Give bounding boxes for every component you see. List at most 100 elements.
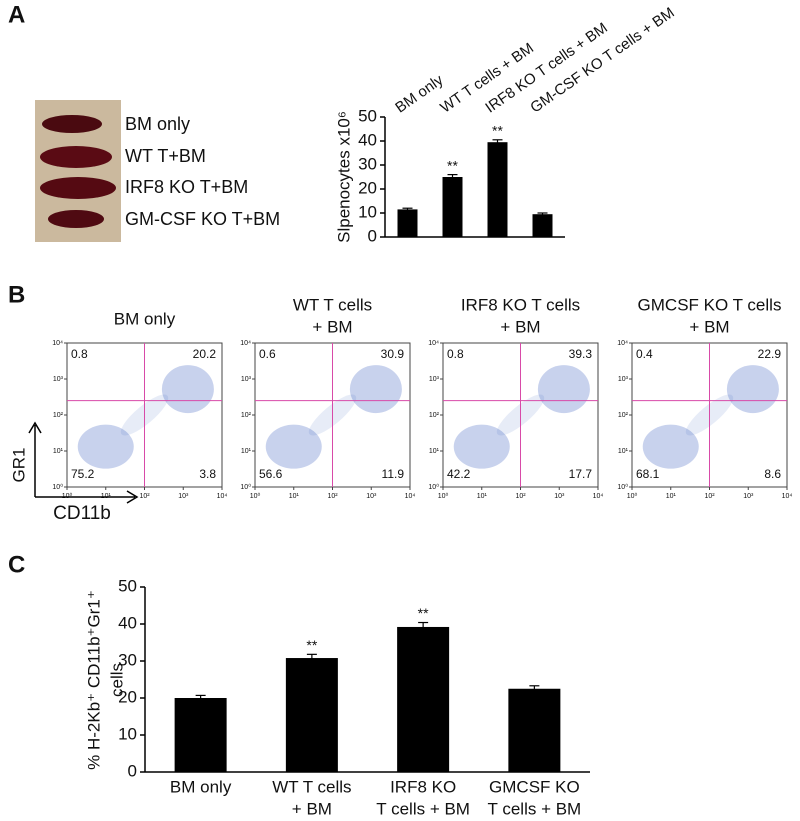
quadrant-percent: 22.9 bbox=[758, 347, 782, 361]
spleen bbox=[40, 177, 116, 199]
quadrant-percent: 17.7 bbox=[569, 467, 593, 481]
x-tick-label: BM only bbox=[170, 777, 232, 796]
error-bar bbox=[418, 621, 429, 632]
cell-cloud bbox=[349, 365, 402, 414]
cell-cloud bbox=[726, 365, 779, 414]
y-tick-label: 10⁴ bbox=[617, 340, 628, 347]
cell-cloud bbox=[537, 365, 590, 414]
x-tick-label: 10⁴ bbox=[593, 493, 604, 500]
x-axis-label: CD11b bbox=[53, 503, 111, 524]
spleen-photo bbox=[35, 100, 121, 242]
quadrant-percent: 68.1 bbox=[636, 467, 660, 481]
x-tick-label: 10¹ bbox=[666, 493, 677, 500]
y-tick-label: 0 bbox=[128, 761, 137, 780]
error-bar bbox=[195, 694, 206, 701]
x-tick-label: IRF8 KO bbox=[390, 777, 456, 796]
plot-title: GMCSF KO T cells bbox=[638, 295, 782, 314]
error-bar bbox=[402, 207, 413, 211]
y-tick-label: 10⁴ bbox=[52, 340, 63, 347]
bar bbox=[442, 177, 463, 237]
bar bbox=[174, 698, 227, 772]
quadrant-percent: 30.9 bbox=[381, 347, 405, 361]
y-tick-label: 10 bbox=[118, 724, 137, 743]
error-bar bbox=[537, 212, 548, 216]
bar bbox=[532, 214, 553, 237]
x-tick-label: 10² bbox=[704, 493, 715, 500]
y-tick-label: 20 bbox=[358, 178, 377, 197]
y-tick-label: 10² bbox=[241, 412, 252, 419]
significance: ** bbox=[306, 637, 317, 653]
x-tick-label: T cells + BM bbox=[488, 799, 582, 818]
y-tick-label: 10¹ bbox=[618, 448, 629, 455]
significance: ** bbox=[418, 605, 429, 621]
x-tick-label: 10⁰ bbox=[62, 492, 73, 500]
panel-label: C bbox=[8, 551, 25, 578]
quadrant-percent: 56.6 bbox=[259, 467, 283, 481]
y-tick-label: 10⁰ bbox=[52, 483, 63, 491]
bar bbox=[487, 142, 508, 237]
y-tick-label: 40 bbox=[358, 130, 377, 149]
x-tick-label: T cells + BM bbox=[376, 799, 470, 818]
bar bbox=[285, 658, 338, 772]
quadrant-percent: 20.2 bbox=[193, 347, 217, 361]
x-tick-label: 10⁰ bbox=[250, 492, 261, 500]
plot-title: + BM bbox=[689, 317, 729, 336]
plot-title: BM only bbox=[114, 309, 176, 328]
error-bar bbox=[447, 174, 458, 180]
bar bbox=[397, 626, 450, 772]
error-bar bbox=[529, 685, 540, 692]
spleen bbox=[42, 115, 102, 133]
quadrant-percent: 0.8 bbox=[71, 347, 88, 361]
quadrant-percent: 42.2 bbox=[447, 467, 471, 481]
y-tick-label: 10⁴ bbox=[240, 340, 251, 347]
y-tick-label: 10² bbox=[53, 412, 64, 419]
panel-label: A bbox=[8, 1, 25, 28]
cell-cloud bbox=[161, 365, 214, 414]
quadrant-percent: 3.8 bbox=[199, 467, 216, 481]
y-tick-label: 10³ bbox=[618, 376, 629, 383]
x-tick-label: 10¹ bbox=[289, 493, 300, 500]
y-tick-label: 50 bbox=[118, 576, 137, 595]
x-tick-label: 10¹ bbox=[477, 493, 488, 500]
x-tick-label: 10⁴ bbox=[217, 493, 228, 500]
x-tick-label: 10³ bbox=[178, 493, 189, 500]
x-tick-label: 10⁰ bbox=[438, 492, 449, 500]
x-tick-label: 10² bbox=[515, 493, 526, 500]
photo-label: BM only bbox=[125, 114, 190, 134]
y-axis-label: % H-2Kb⁺ CD11b⁺Gr1⁺ bbox=[84, 590, 103, 770]
cell-cloud bbox=[453, 424, 510, 469]
y-tick-label: 50 bbox=[358, 106, 377, 125]
x-tick-label: 10⁴ bbox=[405, 493, 416, 500]
x-tick-label: 10³ bbox=[366, 493, 377, 500]
y-tick-label: 10¹ bbox=[53, 448, 64, 455]
photo-label: WT T+BM bbox=[125, 146, 206, 166]
y-axis-label: GR1 bbox=[9, 448, 28, 483]
quadrant-percent: 11.9 bbox=[382, 467, 405, 481]
quadrant-percent: 39.3 bbox=[569, 347, 593, 361]
x-tick-label: WT T cells bbox=[272, 777, 351, 796]
y-tick-label: 10⁴ bbox=[428, 340, 439, 347]
y-tick-label: 20 bbox=[118, 687, 137, 706]
x-tick-label: 10³ bbox=[743, 493, 754, 500]
y-tick-label: 10⁰ bbox=[617, 483, 628, 491]
axis-arrow bbox=[28, 421, 139, 504]
x-tick-label: 10² bbox=[139, 493, 150, 500]
y-axis-label: Slpenocytes x10⁶ bbox=[334, 111, 353, 243]
plot-title: IRF8 KO T cells bbox=[461, 295, 580, 314]
x-tick-label: GMCSF KO bbox=[489, 777, 580, 796]
significance: ** bbox=[447, 157, 458, 173]
quadrant-percent: 0.8 bbox=[447, 347, 464, 361]
plot-title: WT T cells bbox=[293, 295, 372, 314]
y-tick-label: 0 bbox=[368, 226, 377, 245]
significance: ** bbox=[492, 123, 503, 139]
y-tick-label: 10³ bbox=[241, 376, 252, 383]
spleen bbox=[40, 146, 112, 168]
y-axis-label: cells bbox=[107, 663, 126, 697]
y-tick-label: 10² bbox=[618, 412, 629, 419]
x-tick-label: 10² bbox=[327, 493, 338, 500]
y-tick-label: 10¹ bbox=[241, 448, 252, 455]
y-tick-label: 10⁰ bbox=[428, 483, 439, 491]
cell-cloud bbox=[265, 424, 322, 469]
y-tick-label: 40 bbox=[118, 613, 137, 632]
